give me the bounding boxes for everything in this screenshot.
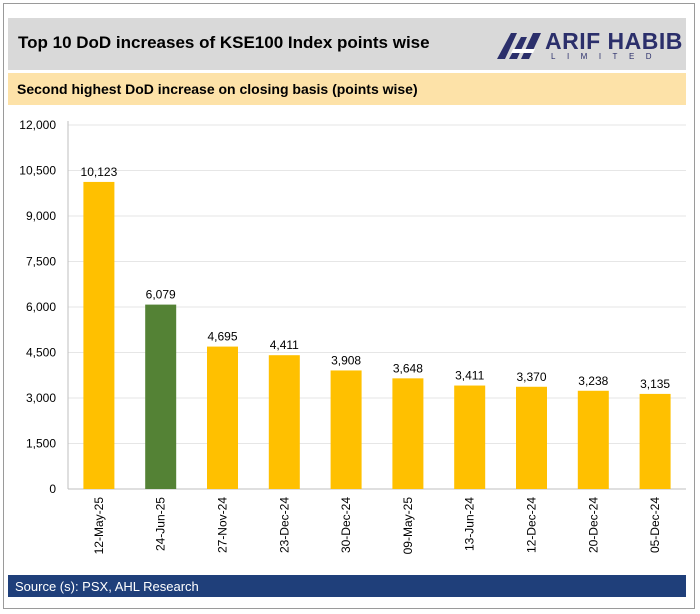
company-logo: ARIF HABIB LIMITED bbox=[495, 27, 683, 63]
logo-mark-icon bbox=[497, 33, 541, 59]
y-tick-label: 6,000 bbox=[26, 300, 56, 314]
source-text: Source (s): PSX, AHL Research bbox=[15, 579, 199, 594]
bar bbox=[83, 181, 115, 489]
x-tick-label: 23-Dec-24 bbox=[277, 497, 291, 553]
x-tick-label: 05-Dec-24 bbox=[648, 497, 662, 553]
data-label: 6,079 bbox=[146, 288, 176, 302]
x-tick-label: 12-Dec-24 bbox=[525, 497, 539, 553]
data-label: 3,238 bbox=[578, 374, 608, 388]
x-tick-label: 12-May-25 bbox=[92, 497, 106, 555]
source-bar: Source (s): PSX, AHL Research bbox=[8, 575, 686, 597]
bar bbox=[577, 390, 609, 489]
data-label: 3,411 bbox=[455, 369, 484, 383]
bar bbox=[268, 355, 300, 489]
data-label: 3,908 bbox=[331, 353, 361, 367]
bar-chart: 0 1,500 3,000 4,500 6,000 7,500 9,000 10,500 12,… bbox=[19, 118, 686, 555]
x-tick-label: 30-Dec-24 bbox=[339, 497, 353, 553]
bar bbox=[207, 346, 238, 489]
x-tick-label: 24-Jun-25 bbox=[154, 497, 168, 551]
y-tick-label: 7,500 bbox=[26, 255, 56, 269]
bar bbox=[330, 370, 362, 489]
y-tick-label: 9,000 bbox=[26, 209, 56, 223]
y-tick-label: 3,000 bbox=[26, 391, 56, 405]
data-label: 4,695 bbox=[207, 330, 237, 344]
y-tick-label: 1,500 bbox=[26, 437, 56, 451]
y-tick-label: 4,500 bbox=[26, 346, 56, 360]
x-tick-label: 27-Nov-24 bbox=[216, 497, 230, 553]
data-label: 4,411 bbox=[270, 338, 299, 352]
bar bbox=[639, 393, 671, 489]
logo-name: ARIF HABIB bbox=[545, 28, 683, 54]
bar bbox=[454, 385, 486, 489]
x-tick-label: 09-May-25 bbox=[401, 497, 415, 555]
y-tick-label: 12,000 bbox=[19, 118, 56, 132]
data-label: 3,370 bbox=[516, 370, 546, 384]
x-tick-label: 13-Jun-24 bbox=[463, 497, 477, 551]
data-label: 10,123 bbox=[81, 165, 118, 179]
title-bar: Top 10 DoD increases of KSE100 Index poi… bbox=[8, 18, 686, 70]
x-tick-label: 20-Dec-24 bbox=[586, 497, 600, 553]
y-tick-label: 10,500 bbox=[19, 164, 56, 178]
subtitle-bar: Second highest DoD increase on closing b… bbox=[8, 73, 686, 105]
bar bbox=[392, 378, 424, 489]
logo-subtext: LIMITED bbox=[551, 52, 664, 61]
bar bbox=[145, 304, 177, 489]
chart-title: Top 10 DoD increases of KSE100 Index poi… bbox=[18, 33, 430, 52]
y-tick-label: 0 bbox=[49, 482, 56, 496]
chart-subtitle: Second highest DoD increase on closing b… bbox=[17, 81, 418, 97]
data-label: 3,135 bbox=[640, 377, 670, 391]
data-label: 3,648 bbox=[393, 361, 423, 375]
bar bbox=[516, 386, 547, 489]
